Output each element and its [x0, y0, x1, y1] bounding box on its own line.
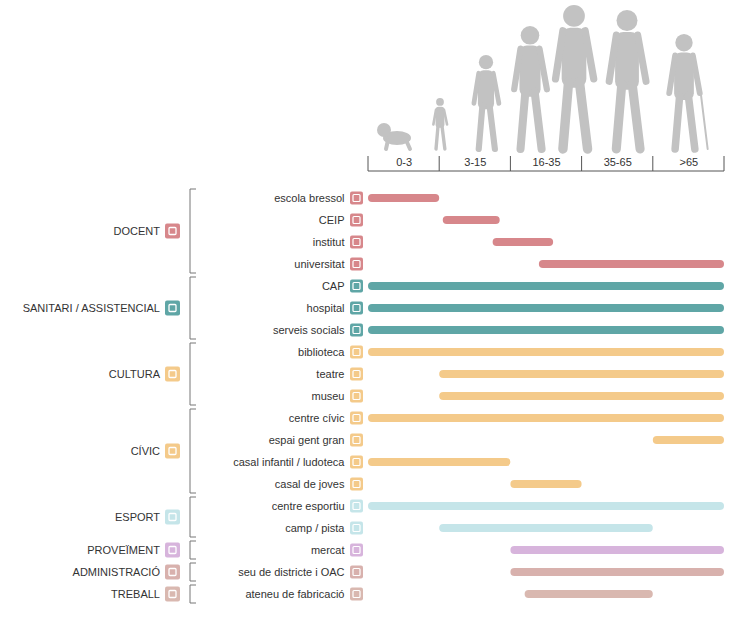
- svg-text:PROVEÏMENT: PROVEÏMENT: [87, 544, 160, 556]
- svg-text:DOCENT: DOCENT: [114, 225, 161, 237]
- svg-text:institut: institut: [313, 236, 345, 248]
- svg-text:0-3: 0-3: [396, 156, 412, 168]
- svg-text:centre esportiu: centre esportiu: [272, 500, 345, 512]
- svg-text:CEIP: CEIP: [319, 214, 345, 226]
- svg-text:centre cívic: centre cívic: [289, 412, 345, 424]
- svg-text:>65: >65: [680, 156, 699, 168]
- svg-text:ADMINISTRACIÓ: ADMINISTRACIÓ: [73, 566, 161, 578]
- svg-text:35-65: 35-65: [604, 156, 632, 168]
- svg-text:CAP: CAP: [322, 280, 345, 292]
- svg-text:casal de joves: casal de joves: [275, 478, 345, 490]
- svg-text:camp / pista: camp / pista: [285, 522, 345, 534]
- svg-text:serveis socials: serveis socials: [273, 324, 345, 336]
- svg-text:teatre: teatre: [316, 368, 344, 380]
- svg-text:seu de districte i OAC: seu de districte i OAC: [238, 566, 344, 578]
- svg-text:mercat: mercat: [311, 544, 345, 556]
- svg-text:16-35: 16-35: [532, 156, 560, 168]
- svg-text:SANITARI / ASSISTENCIAL: SANITARI / ASSISTENCIAL: [23, 302, 160, 314]
- svg-text:escola bressol: escola bressol: [274, 192, 344, 204]
- svg-text:universitat: universitat: [294, 258, 344, 270]
- svg-text:casal infantil / ludoteca: casal infantil / ludoteca: [233, 456, 345, 468]
- svg-text:CULTURA: CULTURA: [109, 368, 161, 380]
- svg-text:biblioteca: biblioteca: [298, 346, 345, 358]
- svg-text:hospital: hospital: [307, 302, 345, 314]
- svg-text:CÍVIC: CÍVIC: [131, 445, 160, 457]
- svg-text:ateneu de fabricació: ateneu de fabricació: [245, 588, 344, 600]
- svg-text:ESPORT: ESPORT: [115, 511, 160, 523]
- svg-text:museu: museu: [311, 390, 344, 402]
- svg-text:TREBALL: TREBALL: [111, 588, 160, 600]
- svg-text:3-15: 3-15: [464, 156, 486, 168]
- svg-text:espai gent gran: espai gent gran: [269, 434, 345, 446]
